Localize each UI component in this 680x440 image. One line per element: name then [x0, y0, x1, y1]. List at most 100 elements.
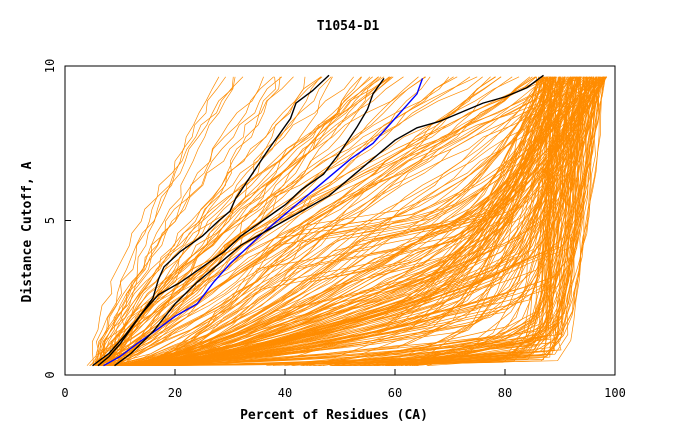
- highlight-curve: [103, 78, 424, 367]
- model-curve: [99, 76, 220, 366]
- x-tick-label: 60: [388, 386, 402, 400]
- model-curve: [332, 76, 549, 367]
- model-curve: [103, 76, 382, 367]
- model-curve: [102, 76, 565, 367]
- model-curve: [121, 76, 566, 367]
- y-tick-label: 5: [43, 217, 57, 224]
- model-curve: [109, 76, 478, 366]
- highlight-curve: [114, 74, 544, 367]
- highlighted-model-curves: [92, 74, 544, 367]
- model-curve: [98, 76, 419, 367]
- model-curve: [331, 76, 597, 367]
- highlight-curve: [97, 77, 385, 367]
- model-curve: [119, 76, 332, 366]
- model-curve: [105, 76, 581, 367]
- model-curve: [382, 76, 551, 367]
- model-curve: [373, 76, 578, 367]
- model-curve: [266, 76, 606, 367]
- model-curve: [98, 76, 565, 367]
- model-curve: [99, 76, 604, 366]
- x-axis: 0 20 40 60 80 100: [61, 369, 626, 400]
- model-curve: [413, 76, 587, 367]
- model-curve: [132, 76, 550, 367]
- background-model-curves: [86, 76, 608, 367]
- x-tick-label: 20: [168, 386, 182, 400]
- model-curve: [106, 76, 583, 366]
- model-curve: [113, 76, 380, 366]
- model-curve: [97, 76, 427, 366]
- model-curve: [104, 76, 496, 367]
- model-curve: [139, 76, 554, 367]
- model-curve: [391, 76, 563, 367]
- y-axis: 0 5 10: [43, 59, 71, 379]
- model-curve: [109, 76, 540, 367]
- model-curve: [136, 76, 601, 367]
- model-curve: [100, 76, 566, 367]
- model-curve: [340, 76, 557, 367]
- model-curve: [109, 76, 604, 367]
- y-tick-label: 0: [43, 371, 57, 378]
- model-curve: [126, 76, 541, 367]
- model-curve: [409, 76, 605, 367]
- model-curve: [109, 76, 321, 366]
- model-curve: [363, 76, 576, 367]
- model-curve: [94, 76, 572, 367]
- model-curve: [103, 76, 576, 367]
- model-curve: [91, 76, 244, 366]
- model-curve: [319, 76, 589, 367]
- model-curve: [136, 76, 571, 367]
- model-curve: [102, 76, 568, 367]
- model-curve: [100, 76, 491, 367]
- y-axis-label: Distance Cutoff, A: [20, 161, 35, 302]
- x-axis-label: Percent of Residues (CA): [240, 408, 428, 423]
- model-curve: [349, 76, 588, 367]
- model-curve: [104, 76, 354, 366]
- model-curve: [366, 76, 578, 367]
- model-curve: [93, 76, 502, 367]
- model-curve: [385, 76, 606, 367]
- model-curve: [390, 76, 571, 367]
- model-curve: [329, 76, 570, 367]
- model-curve: [140, 76, 547, 367]
- model-curve: [99, 76, 533, 366]
- model-curve: [115, 76, 226, 366]
- model-curve: [96, 76, 373, 366]
- model-curve: [99, 76, 404, 366]
- model-curve: [102, 76, 294, 366]
- model-curve: [115, 76, 458, 366]
- model-curve: [416, 76, 585, 367]
- model-curve: [112, 76, 574, 367]
- model-curve: [106, 76, 543, 367]
- x-tick-label: 0: [61, 386, 68, 400]
- model-curve: [95, 76, 234, 366]
- x-tick-label: 80: [498, 386, 512, 400]
- model-curve: [401, 76, 561, 367]
- model-curve: [97, 76, 236, 366]
- model-curve: [395, 76, 554, 367]
- model-curve: [427, 76, 594, 367]
- model-curve: [94, 76, 281, 366]
- x-tick-label: 100: [604, 386, 626, 400]
- model-curve: [137, 76, 607, 367]
- model-curve: [396, 76, 588, 367]
- model-curve: [400, 76, 597, 367]
- model-curve: [106, 76, 546, 366]
- chart-title: T1054-D1: [317, 19, 380, 34]
- model-curve: [388, 76, 555, 367]
- model-curve: [115, 76, 306, 366]
- model-curve: [306, 76, 546, 367]
- model-curve: [105, 76, 578, 366]
- model-curve: [104, 76, 513, 367]
- model-curve: [86, 76, 283, 366]
- model-curve: [113, 76, 560, 367]
- model-curve: [118, 76, 554, 367]
- model-curve: [99, 76, 274, 366]
- model-curve: [138, 76, 563, 367]
- model-curve: [96, 76, 552, 367]
- model-curve: [95, 76, 391, 366]
- x-tick-label: 40: [278, 386, 292, 400]
- y-tick-label: 10: [43, 59, 57, 73]
- model-curve: [98, 76, 385, 366]
- model-curve: [365, 76, 574, 367]
